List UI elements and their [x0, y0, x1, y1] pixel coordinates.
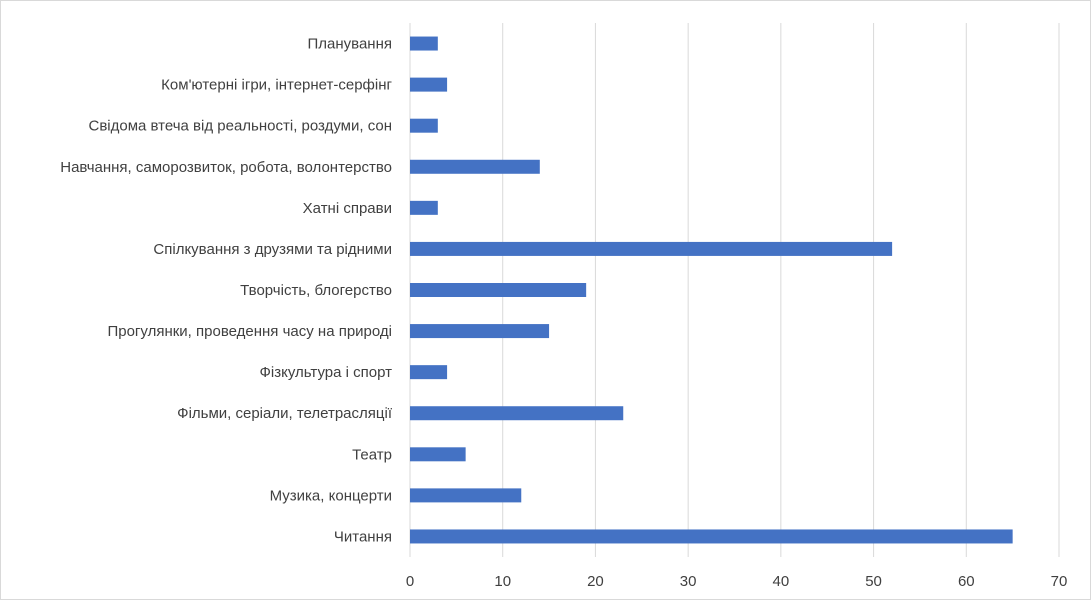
- x-tick-label: 10: [494, 573, 511, 590]
- grid-lines: [409, 23, 1060, 557]
- bar: [410, 488, 522, 503]
- x-tick-label: 40: [773, 573, 790, 590]
- category-label: Фільми, серіали, телетрасляції: [177, 405, 393, 422]
- category-label: Музика, концерти: [270, 487, 392, 504]
- x-tick-label: 70: [1051, 573, 1068, 590]
- category-label: Театр: [352, 446, 392, 463]
- bars: [410, 36, 1013, 544]
- category-label: Читання: [334, 528, 392, 545]
- category-label: Хатні справи: [303, 200, 392, 217]
- x-tick-label: 60: [958, 573, 975, 590]
- bar: [410, 118, 438, 133]
- x-tick-label: 0: [406, 573, 414, 590]
- category-label: Планування: [308, 36, 393, 53]
- bar: [410, 159, 540, 174]
- category-label: Фізкультура і спорт: [260, 364, 393, 381]
- x-tick-label: 30: [680, 573, 697, 590]
- bar: [410, 447, 466, 462]
- category-label: Спілкування з друзями та рідними: [153, 241, 392, 258]
- category-label: Свідома втеча від реальності, роздуми, с…: [88, 118, 392, 135]
- category-label: Творчість, блогерство: [240, 282, 392, 299]
- category-labels: Читання Музика, концерти Театр Фільми, сері…: [60, 36, 393, 546]
- bar: [410, 529, 1013, 544]
- bar: [410, 77, 448, 92]
- x-tick-label: 20: [587, 573, 604, 590]
- bar: [410, 36, 438, 51]
- bar: [410, 200, 438, 215]
- bar: [410, 324, 550, 339]
- x-tick-label: 50: [865, 573, 882, 590]
- category-label: Навчання, саморозвиток, робота, волонтер…: [60, 159, 392, 176]
- category-label: Прогулянки, проведення часу на природі: [107, 323, 392, 340]
- bar: [410, 283, 587, 297]
- x-tick-labels: 0 10 20 30 40 50 60 70: [406, 573, 1068, 590]
- bar: [410, 241, 893, 256]
- bar: [410, 406, 624, 421]
- category-label: Ком'ютерні ігри, інтернет-серфінг: [161, 77, 392, 94]
- bar: [410, 365, 448, 380]
